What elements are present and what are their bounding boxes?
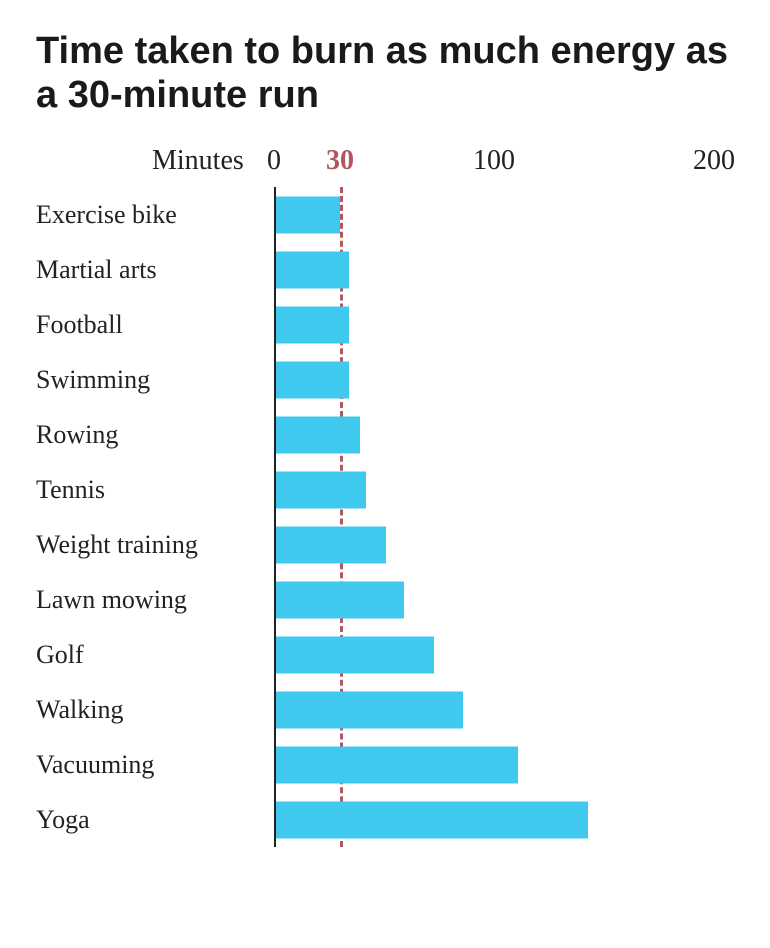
page: Time taken to burn as much energy as a 3… (0, 0, 770, 948)
bar-row: Tennis (36, 462, 740, 517)
category-label: Walking (36, 695, 123, 725)
bar-row: Football (36, 297, 740, 352)
bar-row: Yoga (36, 792, 740, 847)
plot-area: Exercise bike Martial arts Football Swimmin… (36, 187, 740, 847)
x-axis: Minutes 0 30 100 200 (36, 145, 740, 187)
x-axis-label: Minutes (152, 145, 244, 177)
bar (276, 251, 349, 288)
category-label: Exercise bike (36, 200, 177, 230)
bar (276, 361, 349, 398)
x-tick-reference: 30 (326, 145, 354, 177)
bar-row: Golf (36, 627, 740, 682)
category-label: Yoga (36, 805, 90, 835)
category-label: Football (36, 310, 123, 340)
chart: Minutes 0 30 100 200 Exercise bike Martial a… (36, 145, 740, 847)
chart-title: Time taken to burn as much energy as a 3… (36, 30, 740, 117)
bar-rows: Exercise bike Martial arts Football Swimmin… (36, 187, 740, 847)
bar-row: Martial arts (36, 242, 740, 297)
bar (276, 196, 340, 233)
bar (276, 416, 360, 453)
bar (276, 471, 366, 508)
bar (276, 581, 404, 618)
category-label: Vacuuming (36, 750, 154, 780)
category-label: Tennis (36, 475, 105, 505)
category-label: Swimming (36, 365, 150, 395)
bar-row: Walking (36, 682, 740, 737)
bar (276, 746, 518, 783)
bar (276, 636, 434, 673)
x-tick: 200 (693, 145, 735, 177)
x-tick: 100 (473, 145, 515, 177)
bar-row: Weight training (36, 517, 740, 572)
bar-row: Exercise bike (36, 187, 740, 242)
bar-row: Vacuuming (36, 737, 740, 792)
bar-row: Rowing (36, 407, 740, 462)
category-label: Golf (36, 640, 84, 670)
category-label: Weight training (36, 530, 198, 560)
bar (276, 306, 349, 343)
category-label: Rowing (36, 420, 118, 450)
x-tick: 0 (267, 145, 281, 177)
bar-row: Lawn mowing (36, 572, 740, 627)
bar (276, 801, 588, 838)
bar (276, 526, 386, 563)
bar (276, 691, 463, 728)
category-label: Lawn mowing (36, 585, 187, 615)
category-label: Martial arts (36, 255, 157, 285)
bar-row: Swimming (36, 352, 740, 407)
